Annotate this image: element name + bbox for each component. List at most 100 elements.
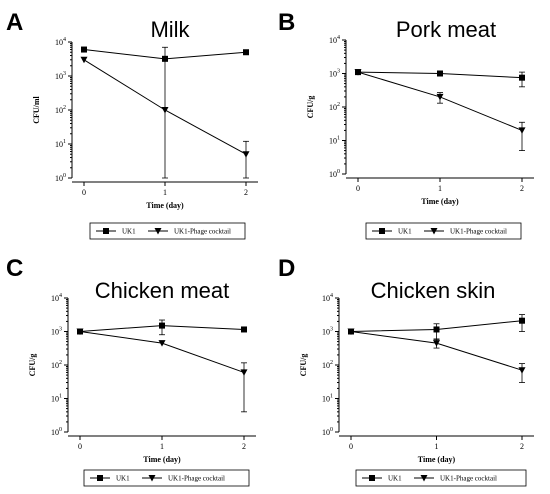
y-tick-label: 101 (329, 136, 340, 146)
y-tick-label: 100 (51, 427, 62, 437)
x-tick-label: 0 (78, 442, 82, 451)
data-point-triangle-marker (354, 69, 362, 76)
data-point-square-marker (437, 70, 443, 77)
legend-label: UK1-Phage cocktail (174, 228, 231, 236)
x-tick-label: 1 (163, 188, 167, 197)
y-tick-base: 10 (51, 294, 59, 303)
data-point-square-marker (81, 46, 87, 53)
y-axis-title: CFU/g (299, 354, 308, 377)
x-axis-title: Time (day) (418, 455, 456, 464)
legend-square-marker (103, 228, 109, 234)
y-tick-exponent: 1 (337, 136, 340, 142)
x-tick-label: 1 (435, 442, 439, 451)
y-tick-base: 10 (55, 106, 63, 115)
data-point-square-marker (433, 326, 440, 333)
chart-title: Pork meat (396, 17, 496, 42)
panel-letter: C (6, 255, 23, 282)
y-tick-exponent: 1 (330, 394, 333, 400)
series-uk1-phage-cocktail (80, 56, 250, 179)
legend-label: UK1-Phage cocktail (168, 475, 225, 483)
series-uk1-phage-cocktail (76, 328, 248, 413)
legend-label: UK1-Phage cocktail (440, 475, 497, 483)
legend-label: UK1 (388, 475, 402, 483)
y-tick-base: 10 (322, 361, 330, 370)
series-uk1 (348, 314, 525, 340)
data-point-triangle-marker (433, 340, 440, 347)
series-uk1-phage-cocktail (347, 328, 526, 383)
data-point-triangle-marker (518, 367, 526, 374)
chart-title: Chicken meat (95, 278, 230, 303)
y-tick-base: 10 (322, 428, 330, 437)
y-tick-label: 100 (322, 427, 333, 437)
series-line (79, 331, 245, 373)
y-tick-label: 102 (51, 360, 62, 370)
y-tick-base: 10 (51, 328, 59, 337)
y-tick-label: 102 (322, 360, 333, 370)
legend-triangle-marker (148, 475, 156, 482)
series-uk1-phage-cocktail (354, 69, 526, 151)
y-tick-exponent: 1 (59, 394, 62, 400)
x-tick-label: 1 (438, 184, 442, 193)
y-axis-title: CFU/g (306, 96, 315, 119)
y-tick-label: 101 (322, 394, 333, 404)
y-tick-base: 10 (51, 428, 59, 437)
legend: UK1 UK1-Phage cocktail (83, 469, 250, 487)
y-tick-base: 10 (329, 103, 337, 112)
y-tick-exponent: 0 (59, 427, 62, 433)
data-point-triangle-marker (436, 93, 444, 101)
y-axis-title: CFU/g (28, 354, 37, 377)
x-tick-label: 0 (356, 184, 360, 193)
y-tick-exponent: 4 (59, 293, 62, 299)
y-tick-base: 10 (51, 395, 59, 404)
y-tick-base: 10 (329, 36, 337, 45)
legend-label: UK1 (122, 228, 136, 236)
y-tick-exponent: 3 (330, 327, 333, 333)
y-tick-exponent: 2 (63, 105, 66, 111)
y-tick-label: 101 (51, 394, 62, 404)
legend-square-marker (379, 228, 385, 234)
y-tick-label: 103 (329, 69, 340, 79)
y-tick-base: 10 (329, 170, 337, 179)
data-point-square-marker (159, 322, 165, 329)
y-tick-exponent: 3 (337, 69, 340, 75)
y-tick-base: 10 (329, 70, 337, 79)
x-tick-label: 2 (242, 442, 246, 451)
legend-label: UK1-Phage cocktail (450, 228, 507, 236)
x-tick-label: 0 (82, 188, 86, 197)
y-tick-exponent: 4 (330, 293, 333, 299)
y-tick-base: 10 (322, 294, 330, 303)
legend-box (83, 469, 250, 487)
y-tick-label: 103 (322, 327, 333, 337)
y-tick-base: 10 (55, 72, 63, 81)
y-tick-exponent: 4 (63, 37, 66, 43)
data-point-triangle-marker (518, 127, 526, 134)
panel-letter: A (6, 9, 23, 36)
y-tick-exponent: 0 (330, 427, 333, 433)
data-point-square-marker (519, 317, 525, 324)
legend-square-marker (97, 475, 103, 481)
y-tick-label: 100 (55, 173, 66, 183)
chart-title: Milk (150, 17, 190, 42)
x-tick-label: 2 (244, 188, 248, 197)
data-point-triangle-marker (80, 56, 88, 64)
legend-square-marker (369, 475, 375, 481)
data-point-triangle-marker (242, 151, 250, 158)
y-tick-label: 102 (329, 102, 340, 112)
y-tick-label: 104 (329, 35, 340, 45)
y-tick-base: 10 (55, 174, 63, 183)
y-axis-title: CFU/ml (32, 95, 41, 123)
legend-triangle-marker (430, 228, 438, 235)
y-tick-base: 10 (55, 140, 63, 149)
data-point-square-marker (162, 55, 168, 62)
y-tick-exponent: 3 (59, 327, 62, 333)
x-axis-title: Time (day) (143, 455, 181, 464)
legend-box (355, 469, 527, 487)
legend-label: UK1 (116, 475, 130, 483)
y-tick-label: 104 (55, 37, 66, 47)
legend: UK1 UK1-Phage cocktail (365, 222, 522, 240)
y-tick-exponent: 0 (63, 173, 66, 179)
data-point-triangle-marker (161, 107, 169, 114)
